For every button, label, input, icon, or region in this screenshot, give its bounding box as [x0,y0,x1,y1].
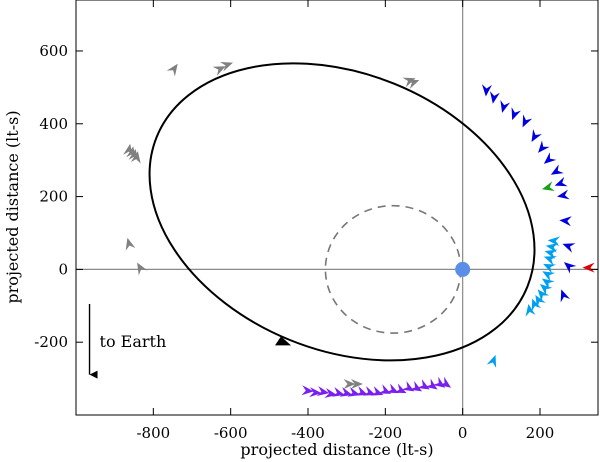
marker-s1-p9 [554,176,568,187]
marker-s3-p18 [438,376,452,388]
marker-s3-p8 [362,386,376,396]
marker-s3-p7 [354,386,368,396]
y-axis-ticks: -200 0 200 400 600 [34,42,598,351]
y-tick-label-4: 600 [39,42,68,60]
marker-layer [123,62,595,398]
marker-s3-p16 [424,378,438,390]
marker-s3-p12 [393,383,407,394]
marker-s1-p0 [481,84,492,97]
marker-s3-p6 [347,387,361,397]
plot-frame [75,0,599,416]
marker-s2-p10 [531,298,542,312]
marker-s0-p6 [220,62,233,72]
marker-s4-p0 [541,181,555,192]
marker-s0-p10 [137,262,148,276]
marker-s1-p13 [563,262,577,274]
marker-s1-p3 [511,107,521,121]
marker-s2-p5 [542,271,556,282]
to-earth-label: to Earth [100,332,167,351]
marker-s2-p3 [543,256,557,266]
marker-s1-p6 [538,140,550,153]
marker-s0-p7 [406,79,420,89]
marker-s3-p1 [309,387,322,398]
y-tick-label-0: -200 [34,333,68,351]
marker-s5-p0 [582,262,595,273]
marker-s1-p5 [531,129,542,142]
marker-s3-p5 [339,387,353,397]
x-axis-title: projected distance (lt-s) [240,440,433,459]
marker-s2-p8 [537,289,550,302]
marker-s0-p3 [130,151,141,164]
marker-s2-p4 [543,263,557,274]
marker-s1-p8 [550,164,564,175]
marker-s2-p11 [525,303,536,317]
marker-s1-p4 [522,114,533,128]
marker-s2-p12 [486,354,497,368]
x-tick-label-5: 200 [526,424,555,442]
marker-s2-p9 [535,294,546,308]
x-tick-label-0: -800 [136,424,170,442]
orbit-direction-arrow [275,336,291,346]
marker-s0-p11 [343,379,356,390]
x-tick-label-2: -400 [291,424,325,442]
x-tick-label-4: 0 [458,424,468,442]
plot-content [76,0,598,415]
orbit-ellipse [148,62,536,362]
x-tick-label-3: -200 [368,424,402,442]
marker-s0-p8 [402,77,416,88]
marker-s2-p7 [540,283,553,296]
marker-s2-p2 [544,249,558,260]
marker-s1-p7 [543,152,557,164]
marker-s1-p14 [560,289,571,303]
marker-s3-p13 [401,381,415,392]
y-tick-label-3: 400 [39,115,68,133]
marker-s3-p10 [378,384,392,394]
x-axis-ticks: -800 -600 -400 -200 0 200 [136,0,554,442]
marker-s1-p10 [557,189,570,200]
marker-s0-p12 [350,379,363,390]
marker-s1-p11 [559,216,572,227]
focus-point [455,261,471,277]
x-tick-label-1: -600 [214,424,248,442]
marker-s1-p2 [500,99,511,113]
marker-s3-p4 [331,387,345,397]
y-axis-title: projected distance (lt-s) [3,110,22,303]
y-tick-label-1: 0 [58,260,68,278]
marker-s0-p9 [125,237,136,251]
to-earth-annotation: to Earth [88,303,167,379]
marker-s0-p5 [212,66,226,76]
marker-s3-p2 [316,386,330,396]
y-tick-label-2: 200 [39,188,68,206]
marker-s3-p14 [409,381,423,392]
marker-s2-p6 [541,278,555,290]
marker-s3-p0 [301,385,314,396]
marker-s0-p4 [166,63,178,77]
marker-s1-p12 [562,243,576,253]
marker-s1-p1 [489,91,500,104]
marker-s3-p11 [385,383,399,394]
